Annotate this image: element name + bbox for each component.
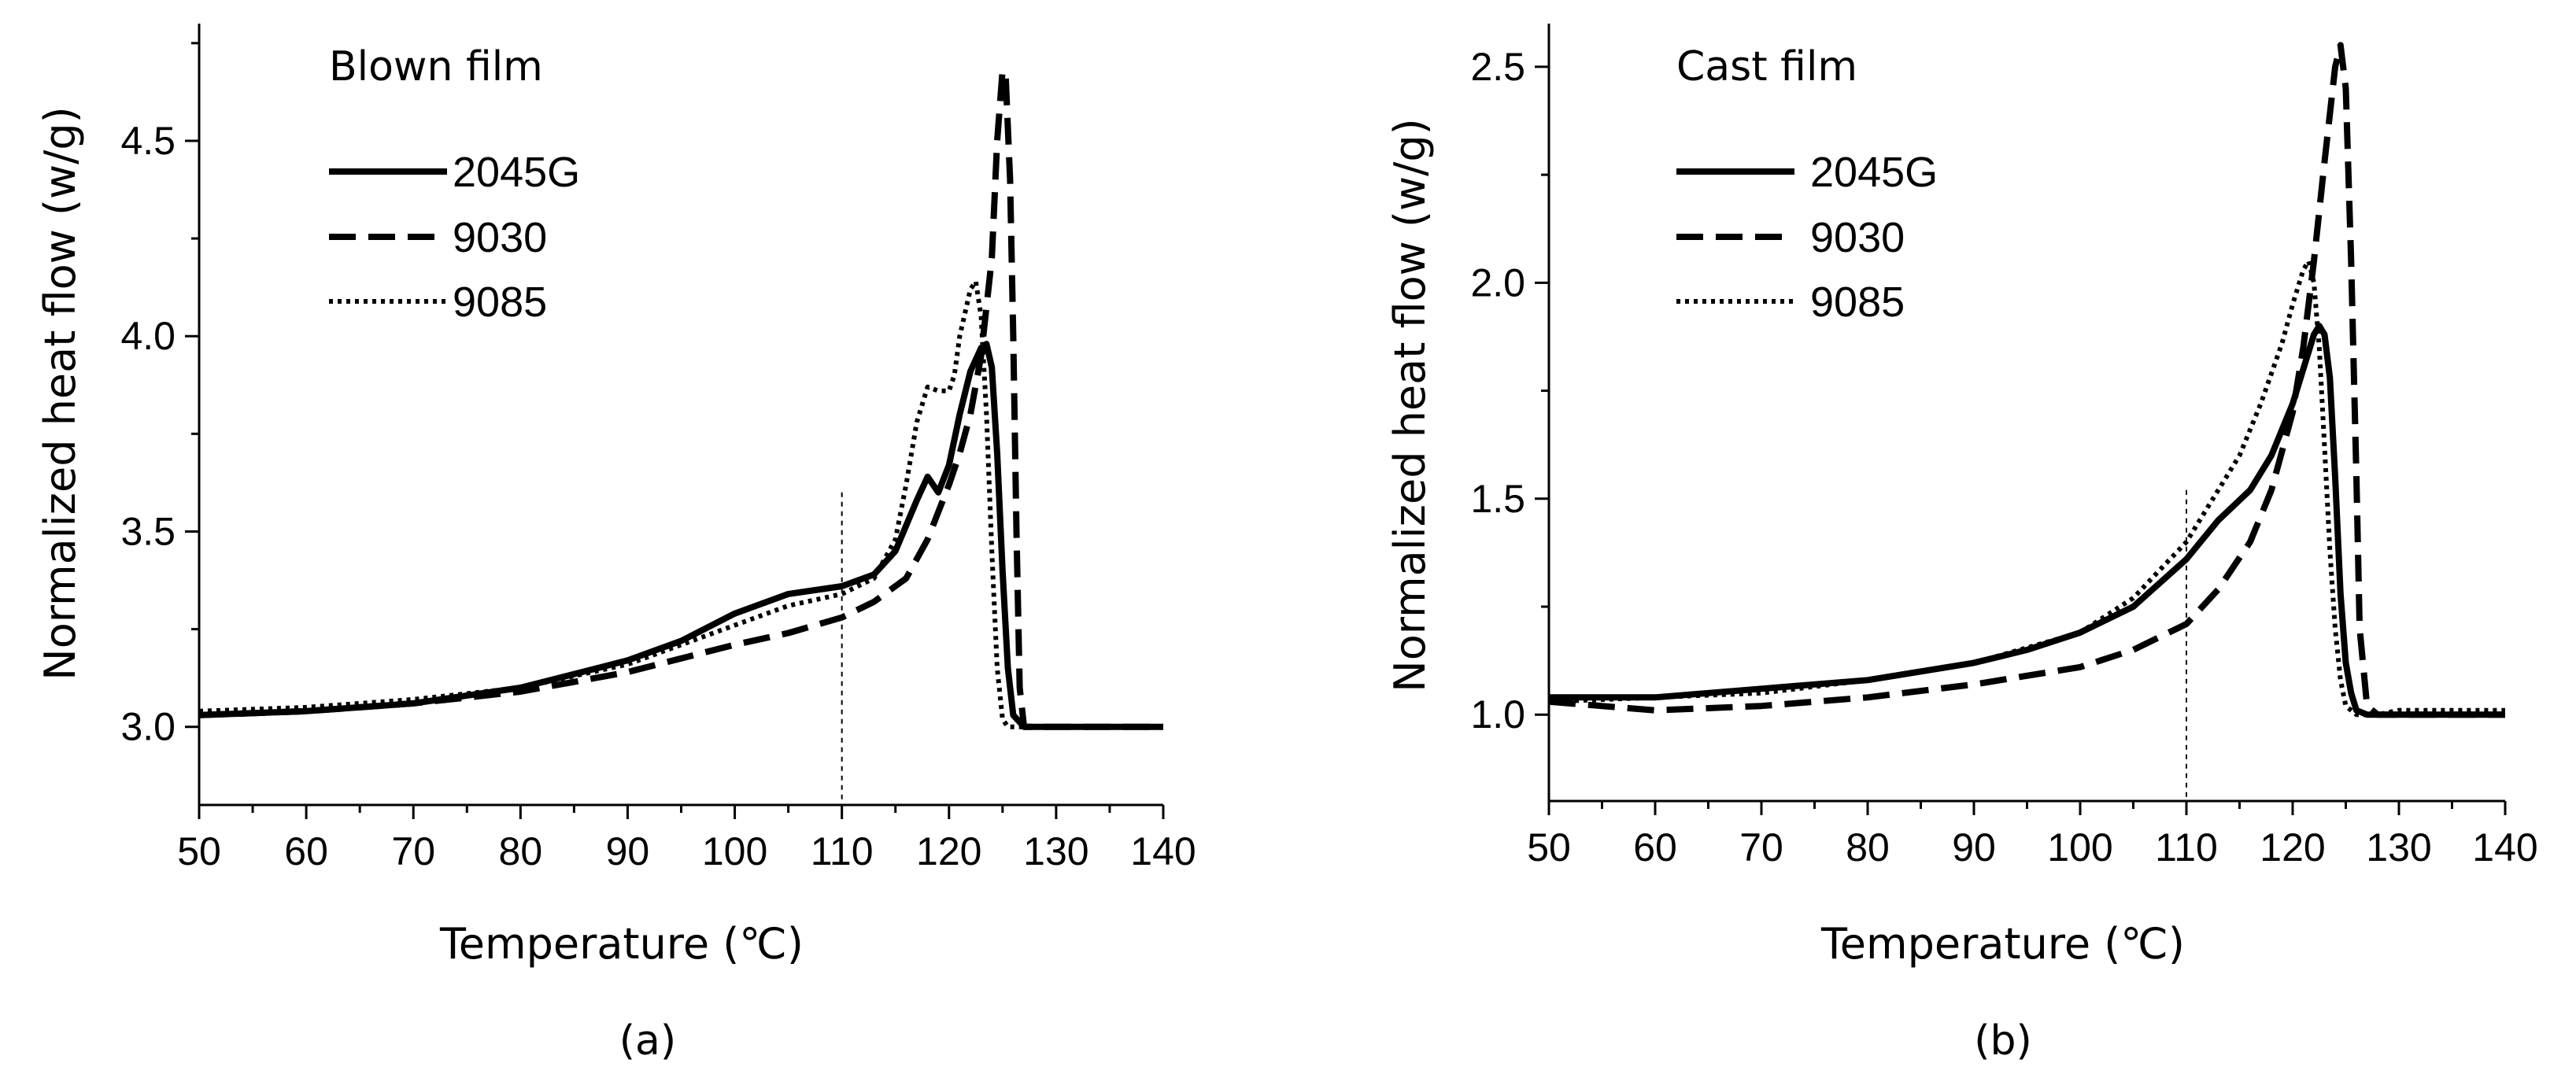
panel-a-y-tick-label: 4.0	[120, 314, 176, 358]
panel-b-legend: 2045G 9030 9085	[1676, 149, 1938, 326]
panel-b-x-tick-label: 60	[1633, 825, 1677, 869]
panel-b-x-tick-label: 120	[2260, 825, 2325, 869]
panel-b-legend-label-9085: 9085	[1810, 279, 1905, 326]
panel-a-y-tick-label: 3.5	[120, 509, 176, 553]
panel-b: 50 60 70 80 90 100 110 120 130 140 1.0 1.5 2.0 2.5 Ca…	[1385, 24, 2538, 1065]
panel-a-x-axis-title: Temperature (℃)	[439, 919, 804, 969]
panel-b-series-group	[1548, 42, 2505, 718]
panel-b-x-tick-label: 90	[1952, 825, 1996, 869]
panel-a-legend-label-2045g: 2045G	[453, 149, 580, 196]
panel-a-x-tick-label: 120	[916, 829, 981, 873]
panel-a-x-tick-label: 100	[702, 829, 767, 873]
panel-a-x-tick-label: 60	[284, 829, 328, 873]
panel-b-x-tick-label: 80	[1846, 825, 1890, 869]
panel-b-x-tick-label: 50	[1527, 825, 1571, 869]
panel-a-x-tick-label: 90	[606, 829, 650, 873]
panel-a-caption: (a)	[619, 1017, 676, 1065]
panel-b-x-tick-label: 100	[2047, 825, 2112, 869]
panel-a-y-tick-label: 3.0	[120, 705, 176, 749]
panel-b-y-tick-label: 2.0	[1470, 260, 1525, 305]
panel-b-ticks: 50 60 70 80 90 100 110 120 130 140 1.0 1.5 2.0 2.5	[1470, 45, 2537, 869]
panel-a-series-2045g	[198, 341, 1163, 730]
panel-b-x-tick-label: 130	[2366, 825, 2431, 869]
panel-b-y-tick-label: 2.5	[1470, 45, 1525, 89]
panel-a-series-group	[198, 67, 1163, 730]
panel-a-x-tick-label: 110	[811, 829, 874, 873]
panel-a: 50 60 70 80 90 100 110 120 130 140 3.0 3.5 4.0 4.5 Bl…	[35, 24, 1196, 1065]
panel-b-legend-label-9030: 9030	[1810, 214, 1905, 261]
panel-a-series-9030	[198, 67, 1163, 730]
panel-a-x-tick-label: 80	[499, 829, 543, 873]
panel-b-caption: (b)	[1974, 1017, 2032, 1065]
panel-b-y-axis-title: Normalized heat flow (w/g)	[1385, 118, 1435, 692]
panel-a-legend-label-9085: 9085	[453, 279, 547, 326]
panel-a-ticks: 50 60 70 80 90 100 110 120 130 140 3.0 3.5 4.0 4.5	[120, 42, 1196, 873]
panel-b-x-tick-label: 110	[2155, 825, 2218, 869]
panel-a-title: Blown film	[329, 43, 543, 90]
panel-a-x-tick-label: 70	[391, 829, 435, 873]
panel-a-y-tick-label: 4.5	[120, 119, 176, 163]
panel-b-legend-label-2045g: 2045G	[1810, 149, 1938, 196]
panel-a-y-axis-title: Normalized heat flow (w/g)	[35, 106, 85, 680]
panel-a-axes	[198, 24, 1163, 807]
panel-b-y-tick-label: 1.0	[1470, 692, 1525, 737]
panel-a-legend: 2045G 9030 9085	[329, 149, 580, 326]
panel-b-series-2045g	[1549, 323, 2505, 718]
panel-a-x-tick-label: 50	[177, 829, 221, 873]
panel-b-y-tick-label: 1.5	[1470, 477, 1525, 521]
panel-a-x-tick-label: 140	[1130, 829, 1196, 873]
panel-a-legend-label-9030: 9030	[453, 214, 547, 261]
panel-a-x-tick-label: 130	[1023, 829, 1088, 873]
panel-b-x-tick-label: 70	[1739, 825, 1783, 869]
panel-b-title: Cast film	[1676, 43, 1857, 90]
panel-b-series-9030	[1548, 42, 2505, 718]
panel-b-x-axis-title: Temperature (℃)	[1820, 919, 2185, 969]
panel-b-x-tick-label: 140	[2472, 825, 2537, 869]
panel-b-axes	[1547, 24, 2505, 803]
